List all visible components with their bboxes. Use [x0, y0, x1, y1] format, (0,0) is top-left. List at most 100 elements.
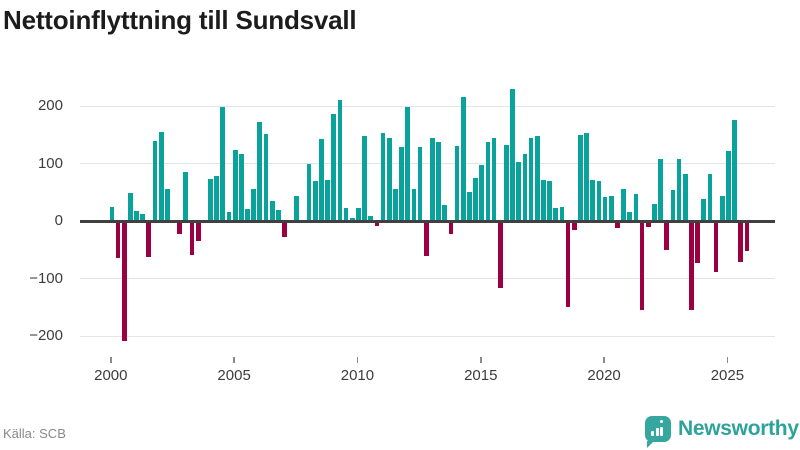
bar	[436, 142, 441, 221]
bar	[232, 150, 238, 221]
y-axis-tick-label: 200	[37, 97, 63, 114]
bar	[454, 145, 460, 221]
bar	[115, 221, 121, 258]
bar	[664, 221, 670, 251]
y-axis-tick-label: 100	[37, 154, 63, 172]
bar	[516, 161, 522, 221]
bar	[269, 200, 275, 221]
bar	[602, 197, 608, 221]
gridline	[80, 335, 775, 337]
x-axis-tick-label: 2005	[217, 367, 251, 384]
bar	[356, 208, 361, 221]
bar	[134, 210, 139, 221]
bar	[615, 221, 620, 228]
bar	[257, 121, 263, 221]
bar	[596, 180, 602, 221]
bar	[189, 221, 195, 255]
zero-axis-line	[80, 219, 775, 223]
x-axis-tick-label: 2010	[340, 367, 375, 384]
bar	[682, 173, 688, 221]
bar	[263, 134, 269, 221]
bar	[473, 178, 478, 221]
bar	[701, 199, 707, 221]
bar	[411, 188, 417, 221]
bar	[738, 221, 744, 263]
page-title: Nettoinflyttning till Sundsvall	[3, 5, 357, 35]
bar	[158, 132, 164, 221]
bar	[633, 193, 639, 221]
y-axis-tick-label: −200	[29, 327, 63, 344]
bar	[732, 120, 737, 221]
bar	[726, 150, 731, 221]
x-axis-tick	[233, 357, 235, 363]
bar	[676, 158, 682, 221]
bar	[460, 97, 466, 221]
bar	[417, 146, 423, 221]
newsworthy-logo: Newsworthy	[645, 416, 799, 448]
gridline	[80, 163, 775, 164]
bar	[337, 100, 343, 221]
bar	[571, 221, 577, 230]
bar	[208, 179, 213, 221]
bar	[479, 164, 485, 221]
bar	[362, 136, 367, 221]
bar	[195, 221, 201, 242]
bar	[645, 221, 651, 228]
bar	[448, 221, 454, 234]
bar	[713, 221, 719, 272]
bar	[226, 211, 232, 221]
bar	[639, 221, 645, 311]
x-axis-tick-label: 2000	[94, 367, 128, 384]
x-axis-tick	[603, 357, 605, 363]
bar	[430, 137, 435, 221]
bar	[621, 188, 626, 221]
x-axis-tick-label: 2020	[587, 367, 621, 384]
bar	[294, 195, 300, 221]
bar	[306, 164, 312, 221]
x-axis-tick	[480, 357, 482, 363]
bar	[275, 210, 281, 221]
bar	[380, 133, 386, 221]
bar	[319, 138, 324, 221]
bar	[282, 221, 287, 238]
plot-area	[80, 75, 775, 355]
x-axis-tick-label: 2015	[464, 367, 498, 384]
bar	[578, 135, 583, 221]
bar	[393, 188, 398, 221]
bar	[719, 195, 725, 221]
bar	[744, 221, 750, 251]
gridline	[80, 278, 775, 279]
bar	[504, 145, 509, 221]
bar	[658, 158, 663, 221]
bar	[183, 172, 189, 221]
bar	[127, 192, 133, 221]
bar	[541, 179, 546, 221]
bar	[670, 189, 676, 221]
bar	[442, 204, 448, 221]
bar	[522, 153, 528, 221]
bar	[467, 192, 472, 221]
bar	[146, 221, 152, 257]
bar	[491, 137, 497, 221]
bar	[497, 221, 503, 289]
bar	[707, 173, 713, 221]
newsworthy-logo-text: Newsworthy	[678, 417, 799, 440]
bar	[245, 208, 250, 221]
bar	[220, 106, 226, 221]
bar	[238, 153, 244, 221]
bar	[627, 211, 633, 221]
bar	[331, 114, 337, 221]
bar	[214, 176, 219, 221]
bar	[695, 221, 700, 263]
bar	[152, 140, 158, 221]
bar	[140, 214, 146, 221]
bar	[343, 208, 349, 221]
bar	[584, 133, 589, 221]
x-axis-tick	[356, 357, 359, 363]
bar	[177, 221, 182, 234]
bar	[547, 180, 552, 221]
bar	[608, 196, 614, 221]
x-axis-tick	[726, 357, 729, 363]
source-note: Källa: SCB	[3, 426, 66, 441]
